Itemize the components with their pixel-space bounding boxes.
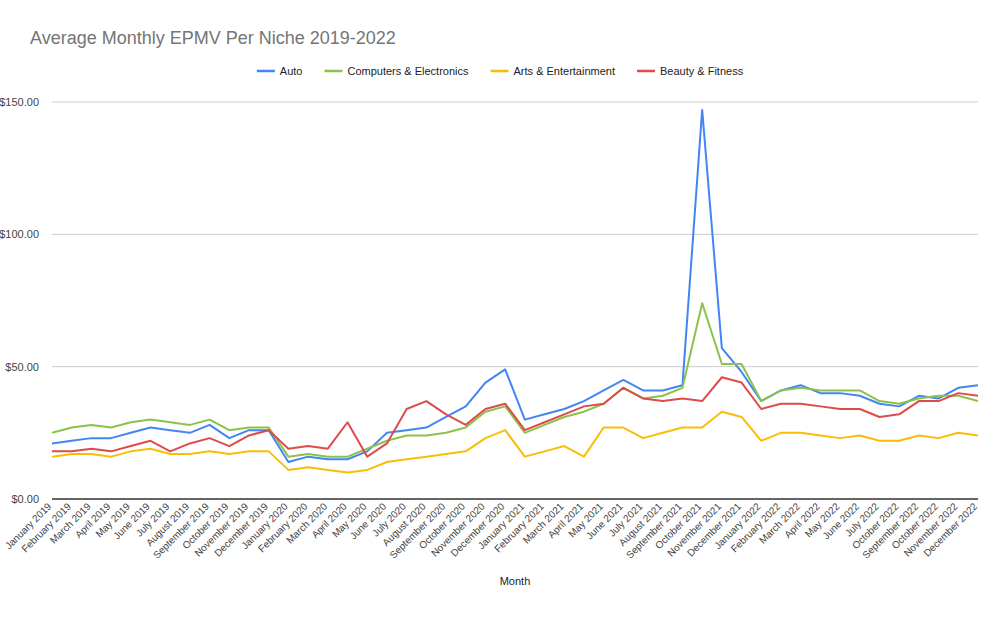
x-axis-line [52, 499, 978, 500]
x-tick-label: December 2022 [921, 500, 979, 558]
legend-label: Beauty & Fitness [660, 65, 744, 77]
plot-area [52, 110, 978, 473]
legend-swatch [324, 70, 342, 73]
series-line [52, 303, 978, 457]
y-tick-label: $0.00 [11, 493, 39, 505]
chart: Average Monthly EPMV Per Niche 2019-2022… [0, 0, 1000, 619]
grid-line [52, 234, 978, 235]
series-line [52, 377, 978, 456]
title: Average Monthly EPMV Per Niche 2019-2022 [30, 28, 396, 48]
legend-label: Computers & Electronics [347, 65, 469, 77]
grid-line [52, 499, 978, 500]
y-tick-label: $150.00 [0, 96, 39, 108]
legend-swatch [637, 70, 655, 73]
legend-label: Auto [280, 65, 303, 77]
legend: Auto Computers & Electronics Arts & Entert… [257, 65, 744, 77]
y-tick-label: $50.00 [5, 361, 39, 373]
legend-swatch [491, 70, 509, 73]
grid-line [52, 366, 978, 367]
grid-line [52, 102, 978, 103]
legend-swatch [257, 70, 275, 73]
y-tick-label: $100.00 [0, 228, 39, 240]
legend-label: Arts & Entertainment [514, 65, 616, 77]
series-line [52, 412, 978, 473]
series-line [52, 110, 978, 462]
x-axis-label: Month [500, 575, 531, 587]
